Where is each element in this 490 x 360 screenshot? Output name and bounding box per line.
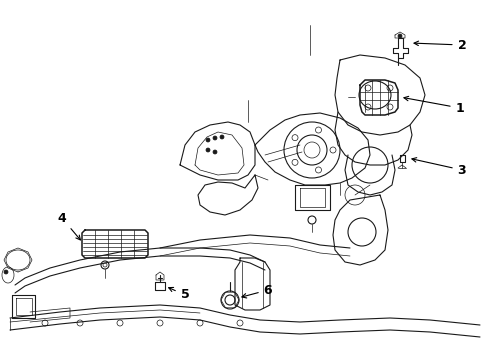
Text: 3: 3 xyxy=(412,158,466,176)
Circle shape xyxy=(4,270,8,274)
Text: 6: 6 xyxy=(242,284,272,298)
Circle shape xyxy=(398,34,402,38)
Text: 2: 2 xyxy=(414,39,466,51)
Text: 5: 5 xyxy=(169,287,189,302)
Text: 1: 1 xyxy=(404,96,465,114)
Text: 4: 4 xyxy=(58,212,80,240)
Circle shape xyxy=(213,136,217,140)
Circle shape xyxy=(220,135,224,139)
Circle shape xyxy=(206,138,210,142)
Circle shape xyxy=(213,150,217,154)
Circle shape xyxy=(206,148,210,152)
